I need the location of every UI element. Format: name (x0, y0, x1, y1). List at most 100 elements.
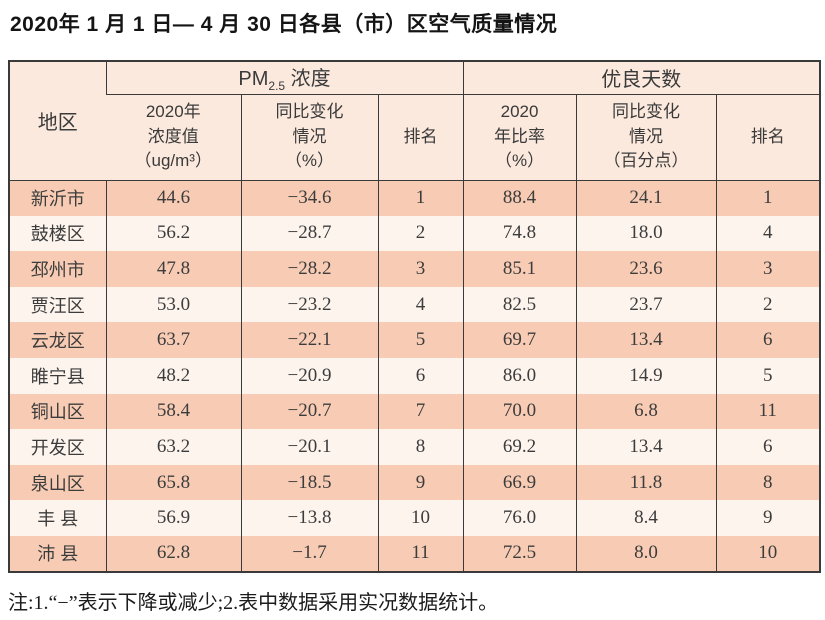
good-ratio-cell: 72.5 (462, 535, 577, 572)
pm-change-cell: −20.1 (240, 429, 378, 465)
good-change-cell: 14.9 (575, 357, 717, 394)
good-change-cell: 23.6 (575, 251, 717, 287)
pm-rank-cell: 7 (377, 393, 464, 430)
good-ratio-cell: 76.0 (462, 500, 577, 536)
good-ratio-cell: 74.8 (462, 215, 577, 252)
table-row: 铜山区 58.4 −20.7 7 70.0 6.8 11 (9, 393, 821, 430)
pm-change-cell: −20.7 (240, 393, 378, 430)
pm-rank-cell: 6 (377, 357, 464, 394)
good-change-cell: 8.4 (575, 500, 717, 536)
good-change-cell: 13.4 (575, 429, 717, 465)
pm-value-cell: 56.2 (105, 215, 241, 252)
pm-rank-cell: 3 (377, 251, 464, 287)
good-rank-cell: 10 (715, 535, 821, 572)
good-rank-header: 排名 (715, 94, 821, 181)
good-rank-cell: 2 (715, 286, 821, 323)
pm-value-cell: 62.8 (105, 535, 241, 572)
region-cell: 铜山区 (9, 393, 106, 430)
good-change-cell: 23.7 (575, 286, 717, 323)
good-rank-cell: 3 (715, 251, 821, 287)
table-row: 开发区 63.2 −20.1 8 69.2 13.4 6 (9, 429, 821, 465)
table-row: 新沂市 44.6 −34.6 1 88.4 24.1 1 (9, 180, 821, 216)
pm-value-cell: 47.8 (105, 251, 241, 287)
pm-value-cell: 48.2 (105, 357, 241, 394)
good-change-cell: 11.8 (575, 464, 717, 501)
table-row: 睢宁县 48.2 −20.9 6 86.0 14.9 5 (9, 357, 821, 394)
region-cell: 泉山区 (9, 464, 106, 501)
pm-change-cell: −20.9 (240, 357, 378, 394)
good-rank-cell: 8 (715, 464, 821, 501)
pm-value-cell: 56.9 (105, 500, 241, 536)
table-row: 丰 县 56.9 −13.8 10 76.0 8.4 9 (9, 500, 821, 536)
table-row: 邳州市 47.8 −28.2 3 85.1 23.6 3 (9, 251, 821, 287)
region-cell: 鼓楼区 (9, 215, 106, 252)
good-rank-cell: 11 (715, 393, 821, 430)
good-change-cell: 24.1 (575, 180, 717, 216)
pm-rank-cell: 10 (377, 500, 464, 536)
region-cell: 睢宁县 (9, 357, 106, 394)
pm-value-cell: 63.7 (105, 322, 241, 358)
good-change-cell: 6.8 (575, 393, 717, 430)
air-quality-table: 地区 PM2.5 浓度 优良天数 2020年 浓度值 （ug/m³） 同比变化 … (8, 60, 822, 573)
table-row: 泉山区 65.8 −18.5 9 66.9 11.8 8 (9, 464, 821, 501)
pm-value-cell: 44.6 (105, 180, 241, 216)
good-ratio-cell: 82.5 (462, 286, 577, 323)
region-cell: 云龙区 (9, 322, 106, 358)
good-rank-cell: 4 (715, 215, 821, 252)
pm-value-cell: 63.2 (105, 429, 241, 465)
pm-change-cell: −1.7 (240, 535, 378, 572)
pm25-label-suffix: 浓度 (285, 68, 331, 91)
pm-rank-cell: 2 (377, 215, 464, 252)
good-ratio-cell: 69.2 (462, 429, 577, 465)
good-ratio-cell: 85.1 (462, 251, 577, 287)
pm-change-cell: −23.2 (240, 286, 378, 323)
footnote: 注:1.“−”表示下降或减少;2.表中数据采用实况数据统计。 (8, 592, 499, 614)
pm-change-cell: −34.6 (240, 180, 378, 216)
pm-rank-cell: 11 (377, 535, 464, 572)
region-cell: 贾汪区 (9, 286, 106, 323)
table-row: 云龙区 63.7 −22.1 5 69.7 13.4 6 (9, 322, 821, 358)
pm-value-cell: 53.0 (105, 286, 241, 323)
good-change-header: 同比变化 情况 （百分点） (575, 94, 717, 181)
pm-change-cell: −18.5 (240, 464, 378, 501)
good-change-cell: 8.0 (575, 535, 717, 572)
region-cell: 开发区 (9, 429, 106, 465)
pm-change-cell: −22.1 (240, 322, 378, 358)
good-days-group-header: 优良天数 (462, 61, 821, 95)
pm-rank-cell: 4 (377, 286, 464, 323)
table-row: 鼓楼区 56.2 −28.7 2 74.8 18.0 4 (9, 215, 821, 252)
pm-change-cell: −13.8 (240, 500, 378, 536)
region-cell: 邳州市 (9, 251, 106, 287)
pm-change-header: 同比变化 情况 （%） (240, 94, 378, 181)
good-ratio-cell: 69.7 (462, 322, 577, 358)
pm-rank-header: 排名 (377, 94, 464, 181)
pm-value-cell: 58.4 (105, 393, 241, 430)
good-rank-cell: 6 (715, 429, 821, 465)
good-ratio-cell: 88.4 (462, 180, 577, 216)
table-row: 沛 县 62.8 −1.7 11 72.5 8.0 10 (9, 535, 821, 572)
good-ratio-header: 2020 年比率 （%） (462, 94, 577, 181)
sub-header-row: 2020年 浓度值 （ug/m³） 同比变化 情况 （%） 排名 2020 年比… (9, 94, 821, 181)
pm-rank-cell: 8 (377, 429, 464, 465)
good-rank-cell: 9 (715, 500, 821, 536)
pm-rank-cell: 5 (377, 322, 464, 358)
pm25-label-subscript: 2.5 (268, 79, 286, 94)
pm-rank-cell: 9 (377, 464, 464, 501)
good-rank-cell: 6 (715, 322, 821, 358)
table-row: 贾汪区 53.0 −23.2 4 82.5 23.7 2 (9, 286, 821, 323)
pm-value-cell: 65.8 (105, 464, 241, 501)
page-title: 2020年 1 月 1 日— 4 月 30 日各县（市）区空气质量情况 (10, 13, 558, 36)
table-body: 新沂市 44.6 −34.6 1 88.4 24.1 1 鼓楼区 56.2 −2… (9, 180, 821, 572)
good-ratio-cell: 66.9 (462, 464, 577, 501)
region-cell: 沛 县 (9, 535, 106, 572)
group-header-row: 地区 PM2.5 浓度 优良天数 (9, 61, 821, 181)
pm-value-header: 2020年 浓度值 （ug/m³） (106, 94, 241, 181)
pm25-label-prefix: PM (238, 68, 269, 91)
good-change-cell: 18.0 (575, 215, 717, 252)
good-rank-cell: 1 (715, 180, 821, 216)
pm-change-cell: −28.7 (240, 215, 378, 252)
pm-change-cell: −28.2 (240, 251, 378, 287)
pm25-group-header: PM2.5 浓度 (105, 61, 464, 95)
region-cell: 丰 县 (9, 500, 106, 536)
good-rank-cell: 5 (715, 357, 821, 394)
